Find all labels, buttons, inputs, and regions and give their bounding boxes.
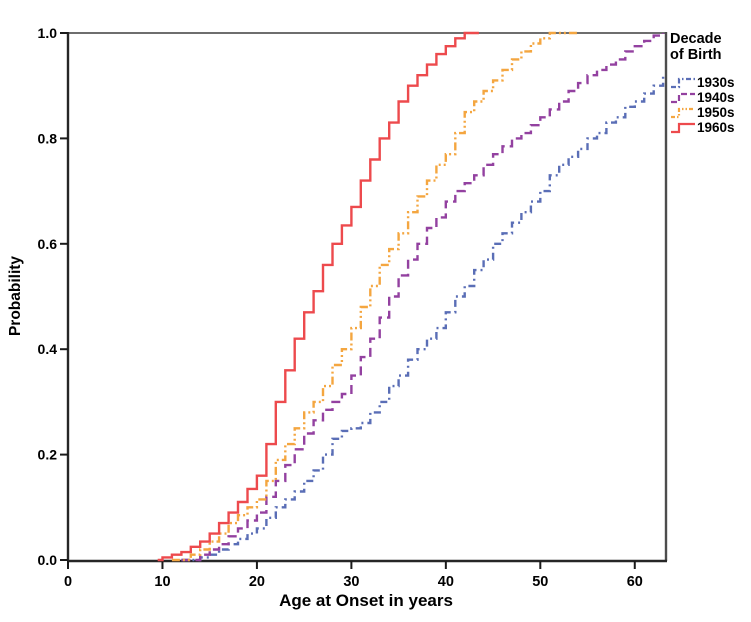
legend-label: 1940s — [697, 89, 735, 105]
x-tick-label-6: 60 — [627, 574, 643, 590]
series-line-1930s — [181, 74, 665, 562]
x-tick-label-3: 30 — [343, 574, 359, 590]
x-tick-label-1: 10 — [154, 574, 170, 590]
y-tick-label-2: 0.4 — [38, 341, 58, 357]
y-tick-label-0: 0.0 — [38, 552, 58, 568]
series-group — [157, 31, 665, 562]
x-axis-title: Age at Onset in years — [279, 591, 453, 610]
legend-item-1950s: 1950s — [670, 105, 750, 120]
x-tick-label-5: 50 — [532, 574, 548, 590]
legend-entries: 1930s 1940s 1950s 1960s — [670, 74, 750, 135]
legend-line-sample-1950s — [671, 107, 695, 119]
legend-line-sample-1930s — [671, 77, 695, 88]
legend-title: Decade of Birth — [670, 31, 722, 64]
legend-line-sample-1940s — [671, 92, 695, 103]
y-tick-label-3: 0.6 — [38, 236, 58, 252]
legend: Decade of Birth 1930s 1940s 1950s 1960s — [670, 31, 750, 135]
series-line-1950s — [171, 31, 579, 562]
series-line-1960s — [157, 31, 479, 562]
y-tick-label-5: 1.0 — [38, 25, 58, 41]
series-line-1940s — [181, 33, 665, 562]
legend-item-1930s: 1930s — [670, 74, 750, 90]
y-tick-label-4: 0.8 — [38, 130, 58, 146]
legend-label: 1960s — [697, 120, 735, 136]
legend-label: 1930s — [697, 74, 735, 90]
x-tick-label-4: 40 — [438, 574, 454, 590]
x-tick-label-2: 20 — [249, 574, 265, 590]
y-tick-label-1: 0.2 — [38, 447, 58, 463]
x-tick-label-0: 0 — [64, 574, 72, 590]
legend-line-sample-1960s — [671, 123, 695, 134]
legend-item-1940s: 1940s — [670, 90, 750, 105]
legend-item-1960s: 1960s — [670, 120, 750, 135]
legend-label: 1950s — [697, 104, 735, 120]
y-axis-title: Probability — [7, 255, 24, 337]
